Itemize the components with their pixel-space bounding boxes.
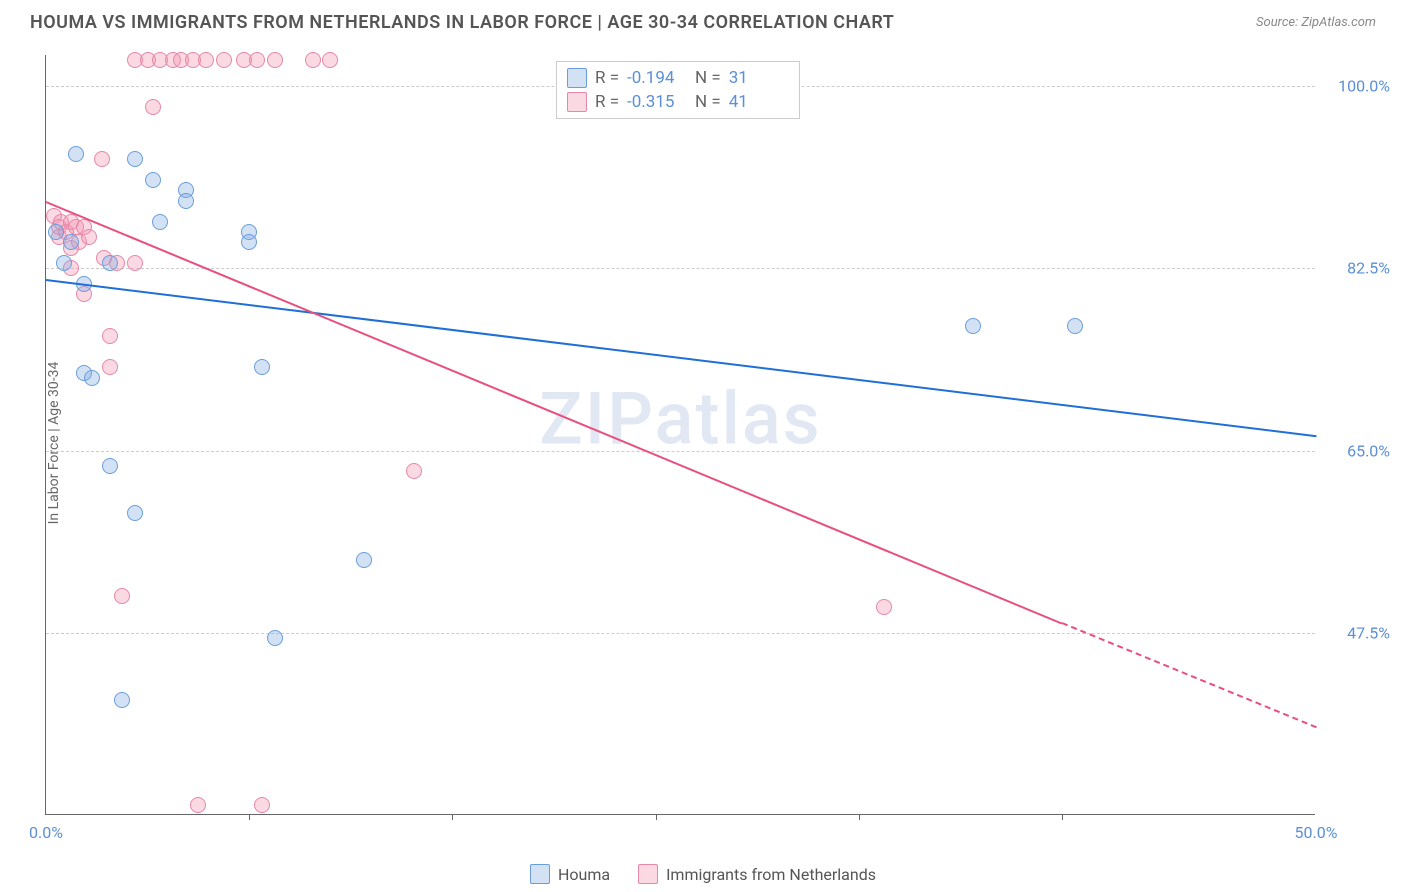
scatter-point-houma xyxy=(1067,318,1083,334)
legend-label-houma: Houma xyxy=(558,865,610,884)
scatter-point-houma xyxy=(254,359,270,375)
ytick-label: 47.5% xyxy=(1347,623,1390,642)
swatch-netherlands xyxy=(567,92,587,112)
xtick-mark xyxy=(1062,814,1063,820)
scatter-point-houma xyxy=(63,234,79,250)
bottom-legend: Houma Immigrants from Netherlands xyxy=(0,864,1406,884)
n-label: N = xyxy=(695,92,721,112)
scatter-point-netherlands xyxy=(102,359,118,375)
scatter-point-houma xyxy=(127,505,143,521)
scatter-point-houma xyxy=(145,172,161,188)
xtick-mark xyxy=(249,814,250,820)
scatter-point-netherlands xyxy=(305,52,321,68)
scatter-point-netherlands xyxy=(81,229,97,245)
gridline-v xyxy=(859,55,860,814)
ytick-label: 82.5% xyxy=(1347,259,1390,278)
gridline-h xyxy=(46,633,1315,634)
scatter-point-houma xyxy=(68,146,84,162)
scatter-point-houma xyxy=(56,255,72,271)
regression-line-netherlands xyxy=(46,201,1063,624)
gridline-v xyxy=(1062,55,1063,814)
scatter-point-netherlands xyxy=(190,797,206,813)
scatter-point-houma xyxy=(102,458,118,474)
regression-line-houma xyxy=(46,279,1316,437)
scatter-point-netherlands xyxy=(249,52,265,68)
houma-r-value: -0.194 xyxy=(627,68,687,88)
scatter-point-houma xyxy=(267,630,283,646)
r-label: R = xyxy=(595,92,619,112)
scatter-point-netherlands xyxy=(145,99,161,115)
scatter-point-netherlands xyxy=(216,52,232,68)
swatch-houma xyxy=(567,68,587,88)
scatter-point-netherlands xyxy=(114,588,130,604)
swatch-houma xyxy=(530,864,550,884)
netherlands-r-value: -0.315 xyxy=(627,92,687,112)
chart-plot-area: In Labor Force | Age 30-34 ZIPatlas R = … xyxy=(45,55,1315,815)
scatter-point-netherlands xyxy=(267,52,283,68)
ytick-label: 65.0% xyxy=(1347,441,1390,460)
gridline-v xyxy=(249,55,250,814)
y-axis-label: In Labor Force | Age 30-34 xyxy=(46,361,62,524)
scatter-point-netherlands xyxy=(876,599,892,615)
scatter-point-netherlands xyxy=(127,255,143,271)
scatter-point-houma xyxy=(356,552,372,568)
scatter-point-houma xyxy=(127,151,143,167)
swatch-netherlands xyxy=(638,864,658,884)
scatter-point-netherlands xyxy=(94,151,110,167)
xtick-mark xyxy=(452,814,453,820)
houma-n-value: 31 xyxy=(729,68,789,88)
netherlands-n-value: 41 xyxy=(729,92,789,112)
legend-label-netherlands: Immigrants from Netherlands xyxy=(666,865,876,884)
stats-legend-box: R = -0.194 N = 31 R = -0.315 N = 41 xyxy=(556,61,800,119)
n-label: N = xyxy=(695,68,721,88)
stats-row-houma: R = -0.194 N = 31 xyxy=(567,66,789,90)
scatter-point-houma xyxy=(178,193,194,209)
r-label: R = xyxy=(595,68,619,88)
ytick-label: 100.0% xyxy=(1338,77,1390,96)
scatter-point-houma xyxy=(152,214,168,230)
chart-title: HOUMA VS IMMIGRANTS FROM NETHERLANDS IN … xyxy=(30,12,894,33)
xtick-mark xyxy=(859,814,860,820)
scatter-point-netherlands xyxy=(198,52,214,68)
xtick-label: 50.0% xyxy=(1295,823,1338,842)
scatter-point-netherlands xyxy=(254,797,270,813)
gridline-v xyxy=(656,55,657,814)
scatter-point-netherlands xyxy=(102,328,118,344)
scatter-point-houma xyxy=(965,318,981,334)
legend-item-houma: Houma xyxy=(530,864,610,884)
gridline-h xyxy=(46,268,1315,269)
scatter-point-netherlands xyxy=(406,463,422,479)
gridline-v xyxy=(452,55,453,814)
regression-line-netherlands-ext xyxy=(1062,622,1317,728)
legend-item-netherlands: Immigrants from Netherlands xyxy=(638,864,876,884)
xtick-mark xyxy=(656,814,657,820)
scatter-point-houma xyxy=(84,370,100,386)
gridline-h xyxy=(46,451,1315,452)
scatter-point-houma xyxy=(114,692,130,708)
stats-row-netherlands: R = -0.315 N = 41 xyxy=(567,90,789,114)
scatter-point-netherlands xyxy=(322,52,338,68)
source-label: Source: ZipAtlas.com xyxy=(1256,15,1376,30)
scatter-point-houma xyxy=(48,224,64,240)
watermark-text: ZIPatlas xyxy=(539,377,821,462)
xtick-label: 0.0% xyxy=(29,823,63,842)
scatter-point-houma xyxy=(102,255,118,271)
